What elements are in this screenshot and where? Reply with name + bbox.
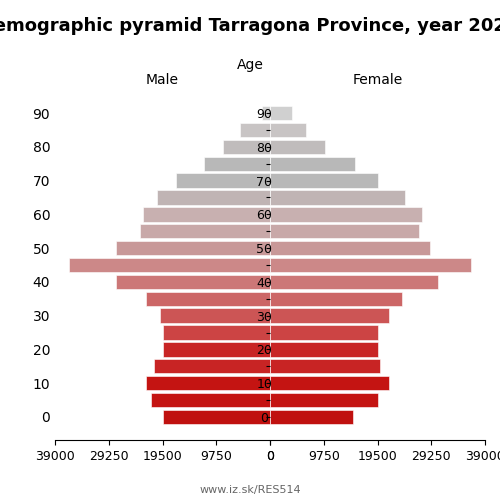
- Bar: [270, 106, 292, 120]
- Bar: [140, 224, 270, 238]
- Bar: [204, 156, 270, 171]
- Bar: [162, 342, 270, 356]
- Bar: [223, 140, 270, 154]
- Bar: [240, 123, 270, 137]
- Bar: [69, 258, 270, 272]
- Bar: [270, 140, 325, 154]
- Bar: [270, 326, 378, 340]
- Text: www.iz.sk/RES514: www.iz.sk/RES514: [199, 485, 301, 495]
- Bar: [270, 359, 380, 374]
- Bar: [270, 258, 471, 272]
- Bar: [270, 190, 405, 204]
- Bar: [262, 106, 270, 120]
- Bar: [270, 207, 422, 222]
- Title: Male: Male: [146, 74, 179, 88]
- Bar: [146, 292, 270, 306]
- Bar: [270, 410, 352, 424]
- Bar: [270, 393, 378, 407]
- Bar: [162, 326, 270, 340]
- Bar: [154, 359, 270, 374]
- Bar: [270, 308, 388, 323]
- Bar: [146, 376, 270, 390]
- Bar: [157, 190, 270, 204]
- Bar: [162, 410, 270, 424]
- Bar: [116, 274, 270, 289]
- Bar: [270, 376, 388, 390]
- Bar: [160, 308, 270, 323]
- Bar: [152, 393, 270, 407]
- Bar: [270, 156, 356, 171]
- Bar: [116, 241, 270, 256]
- Title: Female: Female: [352, 74, 403, 88]
- Bar: [270, 274, 438, 289]
- Bar: [176, 174, 270, 188]
- Text: Age: Age: [236, 58, 264, 72]
- Text: demographic pyramid Tarragona Province, year 2022: demographic pyramid Tarragona Province, …: [0, 17, 500, 35]
- Bar: [270, 224, 419, 238]
- Bar: [270, 241, 430, 256]
- Bar: [143, 207, 270, 222]
- Bar: [270, 342, 378, 356]
- Bar: [270, 174, 378, 188]
- Bar: [270, 123, 306, 137]
- Bar: [270, 292, 402, 306]
